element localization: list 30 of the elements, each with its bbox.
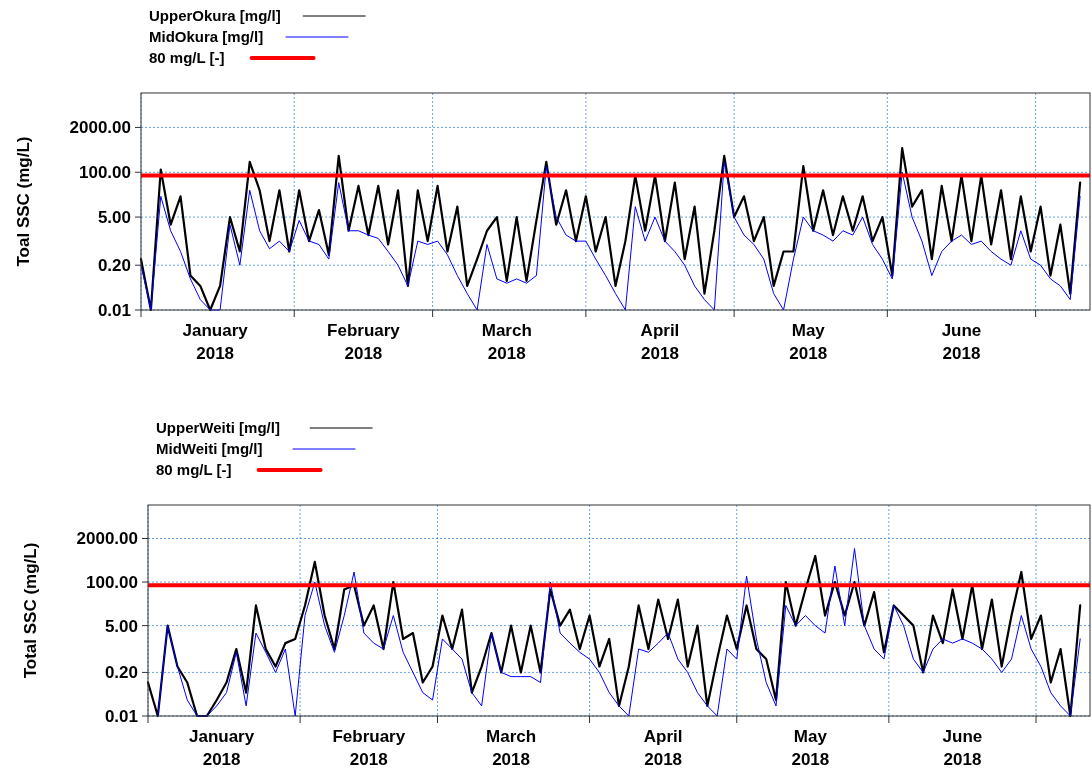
- y-tick-label: 0.20: [97, 256, 131, 276]
- x-tick-label: June 2018: [941, 321, 982, 363]
- x-tick-label: February 2018: [327, 321, 401, 363]
- legend-label: UpperWeiti [mg/l]: [156, 419, 280, 437]
- x-tick-label: April 2018: [643, 727, 683, 769]
- x-tick-label: April 2018: [640, 321, 680, 363]
- x-tick-label: March 2018: [481, 321, 532, 363]
- y-tick-label: 100.00: [79, 163, 131, 183]
- y-axis-title: Toal SSC (mg/L): [14, 136, 33, 267]
- x-tick-label: January 2018: [188, 727, 255, 769]
- x-tick-label: January 2018: [182, 321, 249, 363]
- x-tick-label: May 2018: [791, 727, 830, 769]
- y-tick-label: 5.00: [104, 616, 138, 636]
- x-tick-label: March 2018: [486, 727, 537, 769]
- y-tick-label: 0.01: [104, 706, 138, 726]
- y-tick-label: 0.01: [97, 300, 131, 320]
- legend-label: MidOkura [mg/l]: [149, 28, 264, 46]
- legend-label: 80 mg/L [-]: [156, 461, 232, 479]
- y-axis-title: Total SSC (mg/L): [21, 542, 40, 679]
- x-tick-label: February 2018: [332, 727, 406, 769]
- legend-label: 80 mg/L [-]: [149, 49, 225, 67]
- y-tick-label: 5.00: [97, 208, 131, 227]
- legend-label: UpperOkura [mg/l]: [149, 7, 281, 25]
- y-tick-label: 2000.00: [76, 529, 138, 549]
- legend-label: MidWeiti [mg/l]: [156, 440, 263, 458]
- y-tick-label: 2000.00: [69, 118, 131, 138]
- y-tick-label: 0.20: [104, 663, 138, 683]
- y-tick-label: 100.00: [86, 573, 138, 592]
- x-tick-label: June 2018: [942, 727, 983, 769]
- x-tick-label: May 2018: [789, 321, 828, 363]
